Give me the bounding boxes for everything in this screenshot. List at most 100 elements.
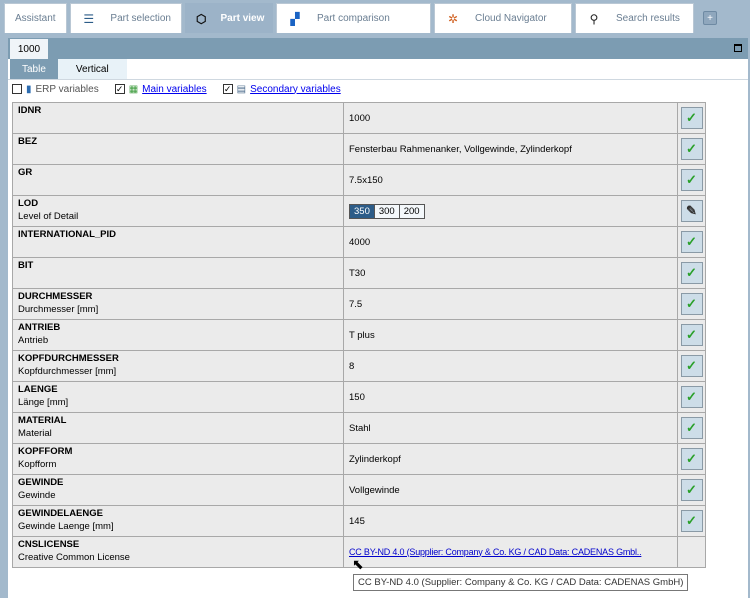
variable-name-cell: BIT [12, 257, 344, 289]
tab-cloud-navigator[interactable]: ✲ Cloud Navigator [434, 3, 572, 33]
variable-name: LAENGE [18, 384, 58, 395]
value-cell: T plus [343, 319, 678, 351]
document-header: 1000 [8, 38, 748, 59]
variable-name-cell: ANTRIEB Antrieb [12, 319, 344, 351]
action-cell: ✓ [677, 443, 706, 475]
variable-name: LOD [18, 198, 39, 209]
table-row: DURCHMESSER Durchmesser [mm] 7.5 ✓ [12, 288, 706, 320]
value-cell: Vollgewinde [343, 474, 678, 506]
variable-description: Kopfdurchmesser [mm] [18, 366, 117, 377]
table-row: KOPFFORM Kopfform Zylinderkopf ✓ [12, 443, 706, 475]
check-button[interactable]: ✓ [680, 355, 703, 377]
table-row: BEZ Fensterbau Rahmenanker, Vollgewinde, … [12, 133, 706, 165]
database-icon: ☰ [83, 11, 95, 26]
variable-name-cell: LAENGE Länge [mm] [12, 381, 344, 413]
main-tabs: Assistant ☰ Part selection ⬡ Part view ▞ Pa… [4, 3, 717, 33]
check-button[interactable]: ✓ [680, 138, 703, 160]
variable-name-cell: LOD Level of Detail [12, 195, 344, 227]
table-row: ANTRIEB Antrieb T plus ✓ [12, 319, 706, 351]
tab-assistant[interactable]: Assistant [4, 3, 67, 33]
edit-button[interactable]: ✎ [680, 200, 703, 222]
action-cell: ✓ [677, 319, 706, 351]
table-row: GR 7.5x150 ✓ [12, 164, 706, 196]
variable-name: GR [18, 167, 33, 178]
erp-icon: ▮ [26, 83, 32, 95]
value-text: 4000 [349, 236, 371, 248]
check-button[interactable]: ✓ [680, 262, 703, 284]
action-cell: ✓ [677, 350, 706, 382]
variable-name: INTERNATIONAL_PID [18, 229, 116, 240]
table-row: GEWINDELAENGE Gewinde Laenge [mm] 145 ✓ [12, 505, 706, 537]
check-button[interactable]: ✓ [680, 448, 703, 470]
check-button[interactable]: ✓ [680, 293, 703, 315]
value-cell: 7.5x150 [343, 164, 678, 196]
erp-variables-checkbox[interactable] [12, 84, 22, 94]
action-cell: ✓ [677, 505, 706, 537]
lod-option[interactable]: 350 [350, 204, 375, 218]
check-button[interactable]: ✓ [680, 169, 703, 191]
value-text: T30 [349, 267, 366, 279]
check-button[interactable]: ✓ [680, 479, 703, 501]
maximize-icon[interactable] [734, 44, 742, 52]
variable-name-cell: CNSLICENSE Creative Common License [12, 536, 344, 568]
check-button[interactable]: ✓ [680, 417, 703, 439]
variable-name-cell: KOPFDURCHMESSER Kopfdurchmesser [mm] [12, 350, 344, 382]
variable-name-cell: KOPFFORM Kopfform [12, 443, 344, 475]
tab-part-selection[interactable]: ☰ Part selection [70, 3, 182, 33]
table-row: KOPFDURCHMESSER Kopfdurchmesser [mm] 8 ✓ [12, 350, 706, 382]
compare-icon: ▞ [290, 11, 300, 26]
tab-vertical[interactable]: Vertical [57, 59, 127, 79]
variable-description: Durchmesser [mm] [18, 304, 99, 315]
variable-name-cell: GEWINDELAENGE Gewinde Laenge [mm] [12, 505, 344, 537]
tab-table[interactable]: Table [10, 59, 58, 79]
secondary-variables-link[interactable]: Secondary variables [250, 83, 341, 95]
variable-filters: ▮ ERP variables ✓ ▦ Main variables ✓ ▤ S… [8, 79, 748, 98]
variable-name-cell: DURCHMESSER Durchmesser [mm] [12, 288, 344, 320]
license-link[interactable]: CC BY-ND 4.0 (Supplier: Company & Co. KG… [349, 546, 642, 557]
variable-description: Gewinde [18, 490, 56, 501]
table-row: LOD Level of Detail 350 300 200 ✎ [12, 195, 706, 227]
check-button[interactable]: ✓ [680, 231, 703, 253]
value-cell: 145 [343, 505, 678, 537]
variable-description: Material [18, 428, 52, 439]
tab-part-comparison[interactable]: ▞ Part comparison [276, 3, 431, 33]
table-row: MATERIAL Material Stahl ✓ [12, 412, 706, 444]
erp-variables-label: ERP variables [35, 83, 99, 95]
variable-name: BEZ [18, 136, 37, 147]
document-tab[interactable]: 1000 [10, 39, 48, 59]
tab-search-results[interactable]: ⚲ Search results [575, 3, 694, 33]
check-button[interactable]: ✓ [680, 510, 703, 532]
variable-name-cell: INTERNATIONAL_PID [12, 226, 344, 258]
value-text: Stahl [349, 422, 371, 434]
table-row: CNSLICENSE Creative Common License CC BY-N… [12, 536, 706, 568]
add-tab-button[interactable]: + [703, 11, 717, 25]
value-text: 150 [349, 391, 365, 403]
table-row: BIT T30 ✓ [12, 257, 706, 289]
value-text: Fensterbau Rahmenanker, Vollgewinde, Zyl… [349, 143, 572, 155]
value-cell: Fensterbau Rahmenanker, Vollgewinde, Zyl… [343, 133, 678, 165]
view-tabs: Table Vertical [10, 59, 748, 79]
table-row: INTERNATIONAL_PID 4000 ✓ [12, 226, 706, 258]
value-text: Vollgewinde [349, 484, 400, 496]
lod-option[interactable]: 200 [399, 204, 424, 218]
action-cell: ✓ [677, 257, 706, 289]
main-variables-checkbox[interactable]: ✓ [114, 84, 125, 94]
value-text: T plus [349, 329, 375, 341]
network-icon: ✲ [447, 11, 459, 26]
value-cell: 150 [343, 381, 678, 413]
action-cell: ✓ [677, 226, 706, 258]
check-button[interactable]: ✓ [680, 107, 703, 129]
variable-description: Länge [mm] [18, 397, 69, 408]
action-cell: ✓ [677, 102, 706, 134]
secondary-variables-checkbox[interactable]: ✓ [222, 84, 233, 94]
variable-name-cell: IDNR [12, 102, 344, 134]
check-button[interactable]: ✓ [680, 324, 703, 346]
variable-name: MATERIAL [18, 415, 67, 426]
variable-name: CNSLICENSE [18, 539, 80, 550]
main-variables-link[interactable]: Main variables [142, 83, 207, 95]
tab-part-view[interactable]: ⬡ Part view [185, 3, 273, 33]
cubes-icon: ⬡ [196, 11, 207, 26]
check-button[interactable]: ✓ [680, 386, 703, 408]
lod-option[interactable]: 300 [374, 204, 400, 218]
variable-name: GEWINDELAENGE [18, 508, 103, 519]
